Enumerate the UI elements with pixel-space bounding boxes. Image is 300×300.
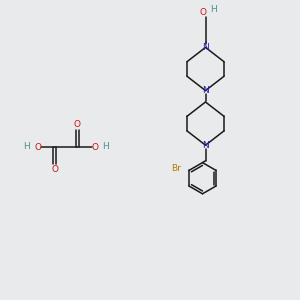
Text: N: N (202, 43, 209, 52)
Text: H: H (102, 142, 109, 151)
Text: O: O (200, 8, 207, 17)
Text: H: H (211, 5, 217, 14)
Text: Br: Br (172, 164, 181, 173)
Text: N: N (202, 86, 209, 95)
Text: N: N (202, 141, 209, 150)
Text: O: O (34, 142, 41, 152)
Text: O: O (51, 165, 58, 174)
Text: H: H (23, 142, 30, 151)
Text: O: O (74, 120, 81, 129)
Text: O: O (91, 142, 98, 152)
